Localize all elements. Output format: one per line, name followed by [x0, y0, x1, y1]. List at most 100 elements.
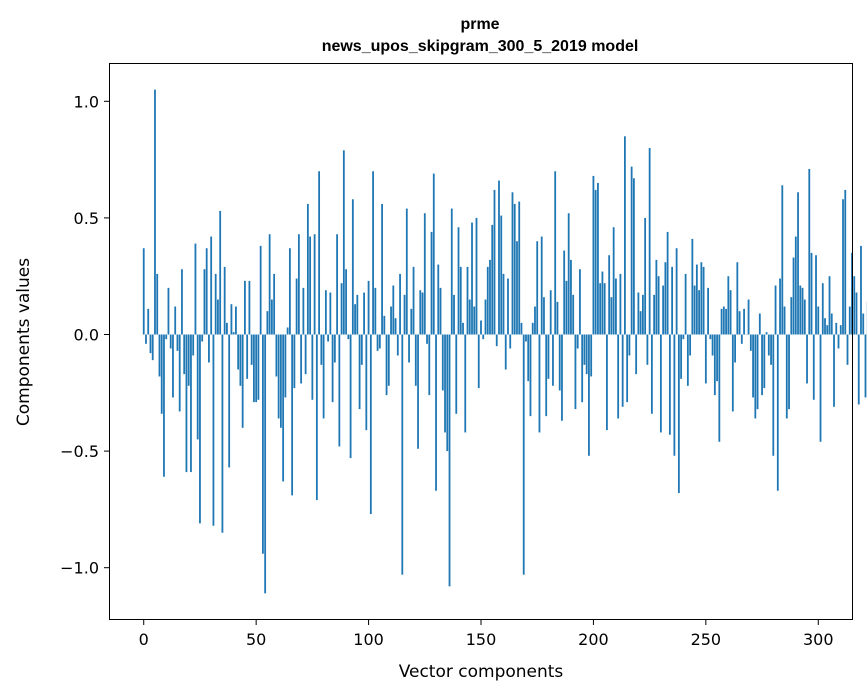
- bar-83: [329, 292, 332, 335]
- bar-121: [414, 334, 417, 386]
- bar-192: [574, 334, 577, 410]
- bar-55: [266, 311, 269, 335]
- bar-130: [435, 334, 437, 491]
- bar-193: [576, 334, 579, 349]
- bar-60: [277, 334, 280, 419]
- bar-180: [547, 334, 550, 379]
- bar-87: [338, 334, 341, 447]
- bar-281: [774, 285, 777, 335]
- x-tick-label: 250: [691, 630, 722, 649]
- bar-283: [779, 278, 781, 335]
- bar-186: [561, 334, 563, 421]
- bar-215: [626, 334, 629, 403]
- bar-143: [464, 334, 467, 433]
- bar-189: [567, 213, 570, 335]
- bar-173: [531, 322, 534, 335]
- bar-209: [612, 227, 615, 335]
- x-tick-label: 0: [139, 630, 149, 649]
- bar-275: [761, 334, 763, 396]
- bar-254: [713, 334, 716, 396]
- bar-240: [682, 334, 685, 340]
- bar-317: [855, 292, 858, 335]
- x-tick-label: 50: [246, 630, 266, 649]
- bar-0: [142, 248, 145, 335]
- bar-307: [833, 334, 835, 407]
- bar-228: [655, 259, 658, 335]
- bar-108: [385, 334, 388, 396]
- bar-11: [167, 287, 170, 335]
- bar-120: [412, 266, 415, 335]
- bar-310: [839, 325, 842, 335]
- bar-277: [765, 332, 768, 335]
- bar-255: [716, 334, 718, 382]
- bar-245: [693, 285, 696, 335]
- bar-280: [772, 334, 775, 456]
- bar-166: [516, 241, 518, 335]
- bar-195: [581, 334, 584, 403]
- bar-298: [812, 334, 815, 400]
- bar-12: [169, 334, 172, 349]
- bar-274: [758, 313, 761, 335]
- bar-95: [356, 294, 359, 335]
- bar-203: [599, 283, 602, 335]
- y-axis-label: Components values: [14, 258, 34, 426]
- bar-313: [846, 334, 849, 365]
- bar-36: [223, 266, 226, 335]
- bar-295: [806, 334, 808, 384]
- bar-293: [801, 287, 804, 335]
- bar-208: [610, 297, 613, 335]
- x-tick-label: 100: [353, 630, 384, 649]
- bar-114: [399, 273, 401, 335]
- bar-61: [279, 334, 282, 428]
- bar-4: [151, 334, 154, 361]
- bar-162: [507, 278, 509, 335]
- bar-182: [552, 334, 554, 386]
- bar-47: [248, 280, 251, 335]
- bar-242: [686, 334, 689, 386]
- bar-316: [853, 276, 856, 335]
- bar-53: [262, 334, 264, 554]
- bar-159: [500, 215, 503, 335]
- bar-77: [315, 334, 318, 501]
- bar-235: [671, 266, 674, 335]
- bar-234: [668, 334, 671, 435]
- bar-220: [637, 292, 640, 335]
- bar-300: [817, 306, 820, 335]
- bar-86: [336, 234, 338, 335]
- bar-39: [230, 304, 233, 335]
- bar-78: [318, 171, 321, 335]
- bar-231: [662, 285, 665, 335]
- bar-204: [601, 271, 604, 335]
- bar-129: [432, 173, 435, 335]
- bar-210: [615, 278, 617, 335]
- bar-17: [181, 269, 183, 335]
- bar-16: [178, 334, 181, 412]
- bar-175: [536, 241, 539, 335]
- bar-98: [363, 292, 365, 335]
- bar-269: [747, 299, 750, 335]
- bar-291: [797, 192, 799, 335]
- bar-44: [241, 334, 244, 428]
- bar-213: [621, 334, 624, 407]
- bar-3: [149, 334, 152, 354]
- bar-35: [221, 334, 224, 533]
- bar-225: [648, 147, 651, 335]
- bar-50: [255, 334, 258, 403]
- bar-216: [628, 334, 631, 356]
- bar-142: [462, 322, 464, 335]
- y-ticks: −1.0 −0.5 0.0 0.5 1.0: [60, 92, 110, 578]
- bar-67: [293, 334, 296, 389]
- bar-101: [369, 334, 372, 515]
- x-tick-label: 200: [578, 630, 609, 649]
- bar-117: [405, 208, 408, 335]
- bar-224: [646, 334, 649, 365]
- bar-190: [570, 259, 572, 335]
- bar-147: [473, 306, 476, 335]
- bar-112: [394, 318, 397, 335]
- bar-46: [246, 334, 249, 379]
- bar-176: [538, 334, 541, 433]
- bar-278: [767, 334, 770, 356]
- bar-41: [235, 306, 237, 335]
- bar-90: [345, 269, 347, 335]
- bar-253: [711, 334, 714, 356]
